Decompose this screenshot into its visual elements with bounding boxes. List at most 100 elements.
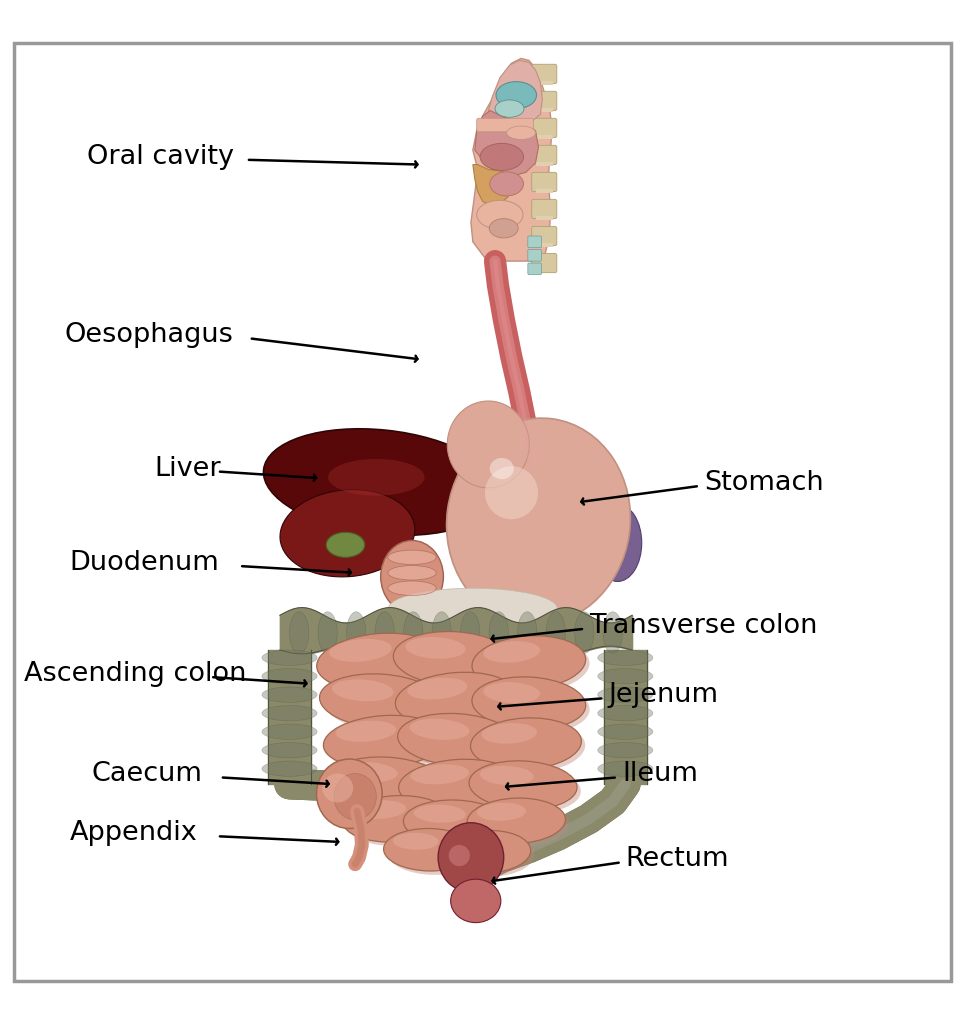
FancyBboxPatch shape <box>536 188 553 193</box>
Text: Ileum: Ileum <box>622 762 699 787</box>
Ellipse shape <box>482 723 537 743</box>
Ellipse shape <box>332 679 394 701</box>
Ellipse shape <box>484 466 538 519</box>
Ellipse shape <box>400 676 519 730</box>
Ellipse shape <box>401 717 521 770</box>
Ellipse shape <box>317 633 442 690</box>
Ellipse shape <box>546 611 565 653</box>
Text: Oesophagus: Oesophagus <box>65 323 234 348</box>
Ellipse shape <box>489 611 509 653</box>
FancyBboxPatch shape <box>536 216 553 219</box>
Ellipse shape <box>375 611 395 653</box>
Ellipse shape <box>318 611 338 653</box>
Ellipse shape <box>317 759 382 828</box>
PathPatch shape <box>471 58 552 261</box>
FancyBboxPatch shape <box>532 200 557 219</box>
Ellipse shape <box>597 669 653 684</box>
Text: Oral cavity: Oral cavity <box>87 144 234 170</box>
Ellipse shape <box>262 724 317 739</box>
Text: Ascending colon: Ascending colon <box>24 662 246 687</box>
PathPatch shape <box>475 111 538 176</box>
Ellipse shape <box>328 459 425 496</box>
Ellipse shape <box>331 761 449 811</box>
Ellipse shape <box>476 640 590 693</box>
Ellipse shape <box>481 143 523 170</box>
FancyBboxPatch shape <box>532 119 557 137</box>
Ellipse shape <box>393 833 438 850</box>
Ellipse shape <box>477 201 523 229</box>
Ellipse shape <box>320 637 446 694</box>
Ellipse shape <box>469 761 577 809</box>
FancyBboxPatch shape <box>532 172 557 191</box>
Text: Duodenum: Duodenum <box>69 550 219 577</box>
FancyBboxPatch shape <box>536 243 553 247</box>
Ellipse shape <box>407 804 511 849</box>
Ellipse shape <box>483 682 540 703</box>
FancyBboxPatch shape <box>477 119 534 132</box>
Ellipse shape <box>597 706 653 721</box>
Ellipse shape <box>388 833 479 874</box>
Ellipse shape <box>323 678 447 732</box>
Ellipse shape <box>346 611 366 653</box>
Ellipse shape <box>597 742 653 758</box>
Ellipse shape <box>403 611 423 653</box>
Ellipse shape <box>432 611 452 653</box>
Text: Jejenum: Jejenum <box>608 682 718 709</box>
Text: Rectum: Rectum <box>625 847 729 872</box>
Ellipse shape <box>319 674 443 728</box>
Ellipse shape <box>447 418 630 626</box>
FancyBboxPatch shape <box>528 250 541 261</box>
FancyBboxPatch shape <box>532 226 557 246</box>
Ellipse shape <box>574 611 593 653</box>
Ellipse shape <box>597 724 653 739</box>
Ellipse shape <box>290 611 309 653</box>
Ellipse shape <box>448 835 535 877</box>
Ellipse shape <box>472 677 586 729</box>
Ellipse shape <box>410 764 469 784</box>
Ellipse shape <box>329 639 392 662</box>
Text: Liver: Liver <box>154 456 221 481</box>
Ellipse shape <box>336 721 397 741</box>
Ellipse shape <box>472 636 586 689</box>
Ellipse shape <box>483 641 540 663</box>
Ellipse shape <box>343 796 449 842</box>
Ellipse shape <box>409 719 469 740</box>
Ellipse shape <box>262 687 317 702</box>
Ellipse shape <box>327 757 445 808</box>
FancyBboxPatch shape <box>532 145 557 165</box>
Ellipse shape <box>394 632 513 686</box>
FancyBboxPatch shape <box>536 108 553 112</box>
Ellipse shape <box>388 588 557 629</box>
Ellipse shape <box>398 714 517 766</box>
Ellipse shape <box>388 550 436 564</box>
FancyBboxPatch shape <box>536 81 553 85</box>
Ellipse shape <box>353 800 406 819</box>
Ellipse shape <box>476 681 590 733</box>
Ellipse shape <box>475 722 585 773</box>
Ellipse shape <box>339 762 398 782</box>
Ellipse shape <box>489 219 518 238</box>
PathPatch shape <box>473 165 511 205</box>
Text: Transverse colon: Transverse colon <box>589 613 817 639</box>
Ellipse shape <box>489 172 523 196</box>
FancyBboxPatch shape <box>536 162 553 166</box>
Ellipse shape <box>471 802 569 848</box>
Ellipse shape <box>384 828 475 871</box>
Ellipse shape <box>507 126 536 139</box>
Ellipse shape <box>460 611 480 653</box>
Text: Caecum: Caecum <box>92 762 203 787</box>
Ellipse shape <box>388 581 436 596</box>
FancyBboxPatch shape <box>532 65 557 84</box>
Ellipse shape <box>326 532 365 557</box>
Ellipse shape <box>467 798 565 844</box>
Ellipse shape <box>496 82 537 109</box>
Ellipse shape <box>262 706 317 721</box>
Ellipse shape <box>477 803 526 821</box>
Ellipse shape <box>262 761 317 776</box>
Ellipse shape <box>380 541 444 612</box>
Ellipse shape <box>593 504 642 582</box>
Ellipse shape <box>495 100 524 118</box>
FancyBboxPatch shape <box>532 253 557 272</box>
Ellipse shape <box>327 719 449 772</box>
Ellipse shape <box>517 611 537 653</box>
